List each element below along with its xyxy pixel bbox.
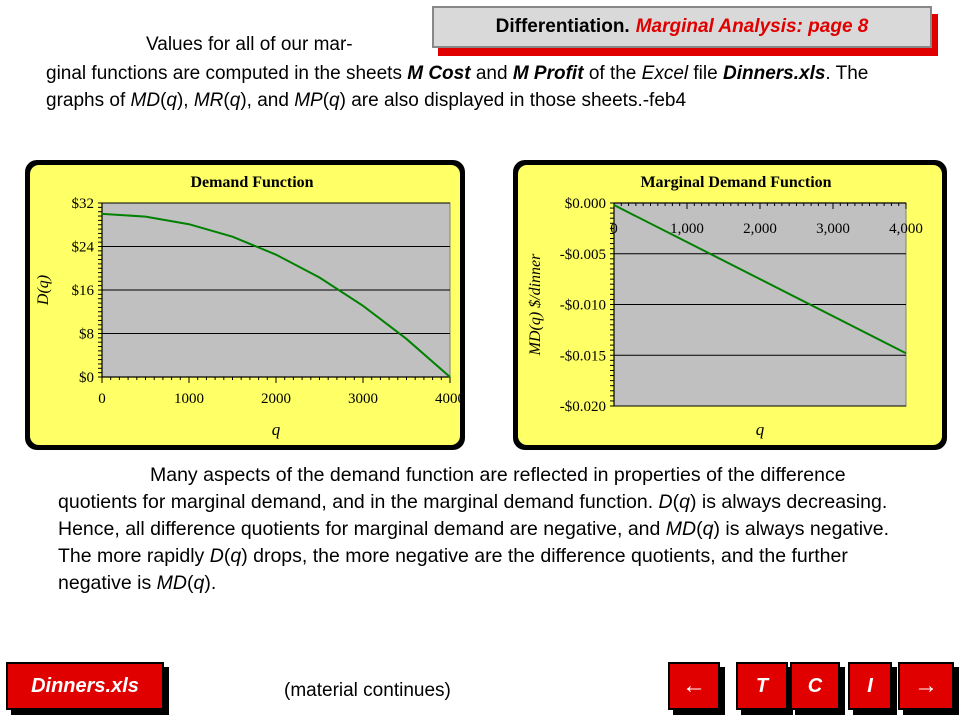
x-tick-label: 1,000 xyxy=(670,221,704,237)
x-tick-label: 2000 xyxy=(261,391,291,407)
y-tick-label: $32 xyxy=(72,196,95,212)
demand-function-chart: $0 $8 $16 $24 $32 0 1000 2000 3000 4000 Demand Fun… xyxy=(25,160,465,450)
series-line xyxy=(101,212,451,378)
x-tick-label: 4000 xyxy=(435,391,460,407)
x-tick-label: 2,000 xyxy=(743,221,777,237)
demand-chart-svg: $0 $8 $16 $24 $32 0 1000 2000 3000 4000 Demand Fun… xyxy=(35,174,465,439)
y-tick-label: $24 xyxy=(72,240,95,256)
y-axis-label: MD(q) $/dinner xyxy=(527,253,544,357)
header-title: Differentiation. xyxy=(495,16,630,37)
y-tick-label: -$0.015 xyxy=(560,348,606,364)
y-tick-label: $0.000 xyxy=(565,196,606,212)
intro-paragraph: Values for all of our mar-ginal function… xyxy=(46,34,869,111)
marginal-demand-chart: $0.000 -$0.005 -$0.010 -$0.015 -$0.020 0 1,000… xyxy=(513,160,947,450)
discussion-paragraph: Many aspects of the demand function are … xyxy=(58,464,890,594)
topics-button[interactable]: T xyxy=(736,662,788,710)
next-page-button[interactable]: → xyxy=(898,662,954,710)
y-axis-label: D(q) xyxy=(35,275,52,306)
x-tick-label: 4,000 xyxy=(889,221,923,237)
header-subtitle: Marginal Analysis: page 8 xyxy=(635,16,869,37)
x-tick-label: 3,000 xyxy=(816,221,850,237)
x-tick-label: 1000 xyxy=(174,391,204,407)
dinners-file-button[interactable]: Dinners.xls xyxy=(6,662,164,710)
y-tick-label: -$0.005 xyxy=(560,247,606,263)
x-axis-label: q xyxy=(756,420,765,439)
x-axis-label: q xyxy=(272,420,281,439)
y-tick-label: -$0.020 xyxy=(560,399,606,415)
chart-title: Marginal Demand Function xyxy=(640,174,831,191)
y-tick-label: $0 xyxy=(79,370,94,386)
series-line xyxy=(613,204,907,355)
header-box: Differentiation. Marginal Analysis: page … xyxy=(432,6,932,48)
x-tick-label: 3000 xyxy=(348,391,378,407)
x-tick-label: 0 xyxy=(98,391,106,407)
x-tick-label: 0 xyxy=(610,221,618,237)
marginal-demand-chart-svg: $0.000 -$0.005 -$0.010 -$0.015 -$0.020 0 1,000… xyxy=(527,174,923,439)
material-continues-note: (material continues) xyxy=(284,680,451,701)
chart-title: Demand Function xyxy=(190,174,313,191)
contents-button[interactable]: C xyxy=(790,662,840,710)
page-header-banner: Differentiation. Marginal Analysis: page … xyxy=(432,6,942,56)
y-tick-label: -$0.010 xyxy=(560,298,606,314)
previous-page-button[interactable]: ← xyxy=(668,662,720,710)
index-button[interactable]: I xyxy=(848,662,892,710)
y-tick-label: $16 xyxy=(72,283,95,299)
y-tick-label: $8 xyxy=(79,327,94,343)
